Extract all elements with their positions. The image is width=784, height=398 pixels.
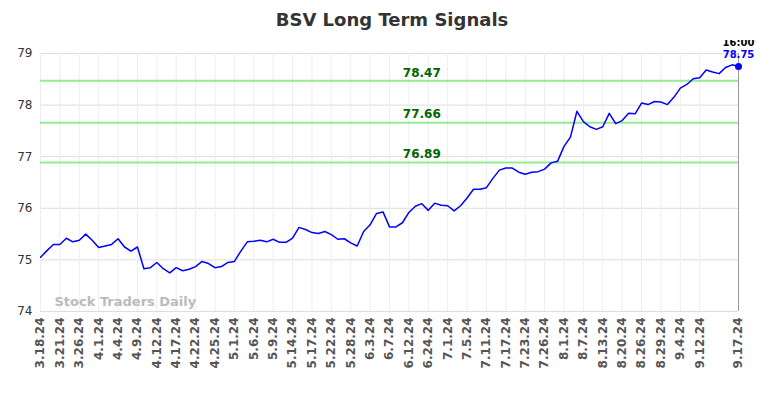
svg-text:77: 77 (17, 150, 32, 164)
svg-text:7.1.24: 7.1.24 (441, 318, 455, 361)
svg-text:6.24.24: 6.24.24 (421, 318, 435, 369)
svg-text:9.17.24: 9.17.24 (731, 318, 745, 369)
svg-text:78.75: 78.75 (723, 49, 755, 60)
svg-text:5.1.24: 5.1.24 (227, 318, 241, 361)
svg-text:6.7.24: 6.7.24 (382, 318, 396, 361)
svg-text:78.47: 78.47 (403, 66, 441, 80)
svg-text:8.13.24: 8.13.24 (596, 318, 610, 369)
svg-text:3.26.24: 3.26.24 (72, 318, 86, 369)
svg-text:4.17.24: 4.17.24 (169, 318, 183, 369)
svg-text:4.4.24: 4.4.24 (111, 318, 125, 361)
svg-text:7.17.24: 7.17.24 (499, 318, 513, 369)
svg-text:5.28.24: 5.28.24 (344, 318, 358, 369)
svg-text:9.12.24: 9.12.24 (693, 318, 707, 369)
svg-text:7.26.24: 7.26.24 (537, 318, 551, 369)
html-text:BSV Long Term Signals: BSV Long Term Signals (275, 9, 509, 30)
svg-text:5.17.24: 5.17.24 (305, 318, 319, 369)
svg-text:8.20.24: 8.20.24 (615, 318, 629, 369)
svg-text:7.11.24: 7.11.24 (479, 318, 493, 369)
svg-text:4.9.24: 4.9.24 (130, 318, 144, 361)
svg-text:5.14.24: 5.14.24 (285, 318, 299, 369)
svg-text:79: 79 (17, 46, 32, 60)
svg-text:4.25.24: 4.25.24 (208, 318, 222, 369)
svg-text:7.5.24: 7.5.24 (460, 318, 474, 361)
svg-text:7.23.24: 7.23.24 (518, 318, 532, 369)
svg-text:16:00: 16:00 (723, 40, 755, 48)
svg-text:9.4.24: 9.4.24 (673, 318, 687, 361)
svg-text:76: 76 (17, 201, 32, 215)
svg-text:5.9.24: 5.9.24 (266, 318, 280, 361)
svg-text:6.12.24: 6.12.24 (402, 318, 416, 369)
svg-text:8.7.24: 8.7.24 (576, 318, 590, 361)
svg-text:75: 75 (17, 253, 32, 267)
svg-text:74: 74 (17, 304, 32, 318)
svg-text:4.12.24: 4.12.24 (150, 318, 164, 369)
svg-text:3.21.24: 3.21.24 (53, 318, 67, 369)
svg-text:Stock Traders Daily: Stock Traders Daily (55, 294, 197, 309)
svg-text:3.18.24: 3.18.24 (33, 318, 47, 369)
svg-text:76.89: 76.89 (403, 147, 441, 161)
svg-text:5.22.24: 5.22.24 (324, 318, 338, 369)
svg-text:8.29.24: 8.29.24 (654, 318, 668, 369)
svg-text:8.1.24: 8.1.24 (557, 318, 571, 361)
svg-text:4.22.24: 4.22.24 (188, 318, 202, 369)
svg-text:8.26.24: 8.26.24 (634, 318, 648, 369)
svg-text:5.6.24: 5.6.24 (247, 318, 261, 361)
svg-text:4.1.24: 4.1.24 (92, 318, 106, 361)
svg-text:78: 78 (17, 98, 32, 112)
svg-text:77.66: 77.66 (403, 107, 441, 121)
svg-text:6.3.24: 6.3.24 (363, 318, 377, 361)
